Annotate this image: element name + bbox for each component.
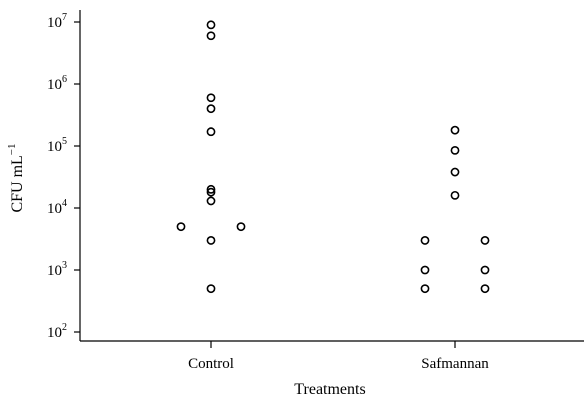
data-point: [176, 222, 186, 232]
data-point: [480, 265, 490, 275]
y-tick-label-base: 10: [47, 15, 62, 31]
data-point: [206, 93, 216, 103]
y-tick-label-exponent: 3: [62, 260, 67, 271]
data-point: [420, 284, 430, 294]
data-point: [236, 222, 246, 232]
data-point: [206, 236, 216, 245]
y-tick-label-exponent: 5: [62, 136, 67, 147]
y-tick-label-exponent: 7: [62, 12, 67, 23]
y-tick-label: 106: [47, 74, 67, 93]
y-axis-label: CFU mL−1: [6, 143, 26, 212]
y-tick-label-base: 10: [47, 325, 62, 341]
data-point: [206, 284, 216, 294]
data-point: [206, 184, 216, 194]
data-point: [206, 20, 216, 30]
y-tick-label-base: 10: [47, 201, 62, 217]
data-point: [206, 127, 216, 137]
x-axis-ticks: Control Safmannan: [188, 341, 489, 372]
data-point: [480, 284, 490, 294]
x-tick-label: Safmannan: [421, 356, 489, 372]
y-tick-label: 104: [47, 198, 67, 217]
y-tick-label: 105: [47, 136, 67, 155]
data-point: [450, 125, 460, 135]
y-tick-label-base: 10: [47, 263, 62, 279]
y-tick-label-exponent: 6: [62, 74, 67, 85]
y-axis-label-superscript: −1: [6, 143, 18, 155]
data-point: [450, 167, 460, 177]
x-tick-label: Control: [188, 356, 234, 372]
data-point: [420, 236, 430, 245]
data-point: [206, 31, 216, 41]
data-point: [206, 104, 216, 114]
y-tick-label: 103: [47, 260, 67, 279]
y-tick-label: 102: [47, 322, 67, 341]
data-point: [480, 236, 490, 245]
y-tick-label-base: 10: [47, 77, 62, 93]
data-point: [206, 187, 216, 197]
y-tick-label: 107: [47, 12, 67, 31]
y-tick-label-exponent: 4: [62, 198, 67, 209]
data-points: [176, 20, 490, 294]
x-axis-label: Treatments: [294, 381, 365, 398]
data-point: [450, 145, 460, 155]
data-point: [420, 265, 430, 275]
y-tick-label-base: 10: [47, 139, 62, 155]
y-axis-label-text: CFU mL: [9, 155, 26, 212]
y-tick-label-exponent: 2: [62, 322, 67, 333]
data-point: [450, 190, 460, 200]
data-point: [206, 196, 216, 206]
